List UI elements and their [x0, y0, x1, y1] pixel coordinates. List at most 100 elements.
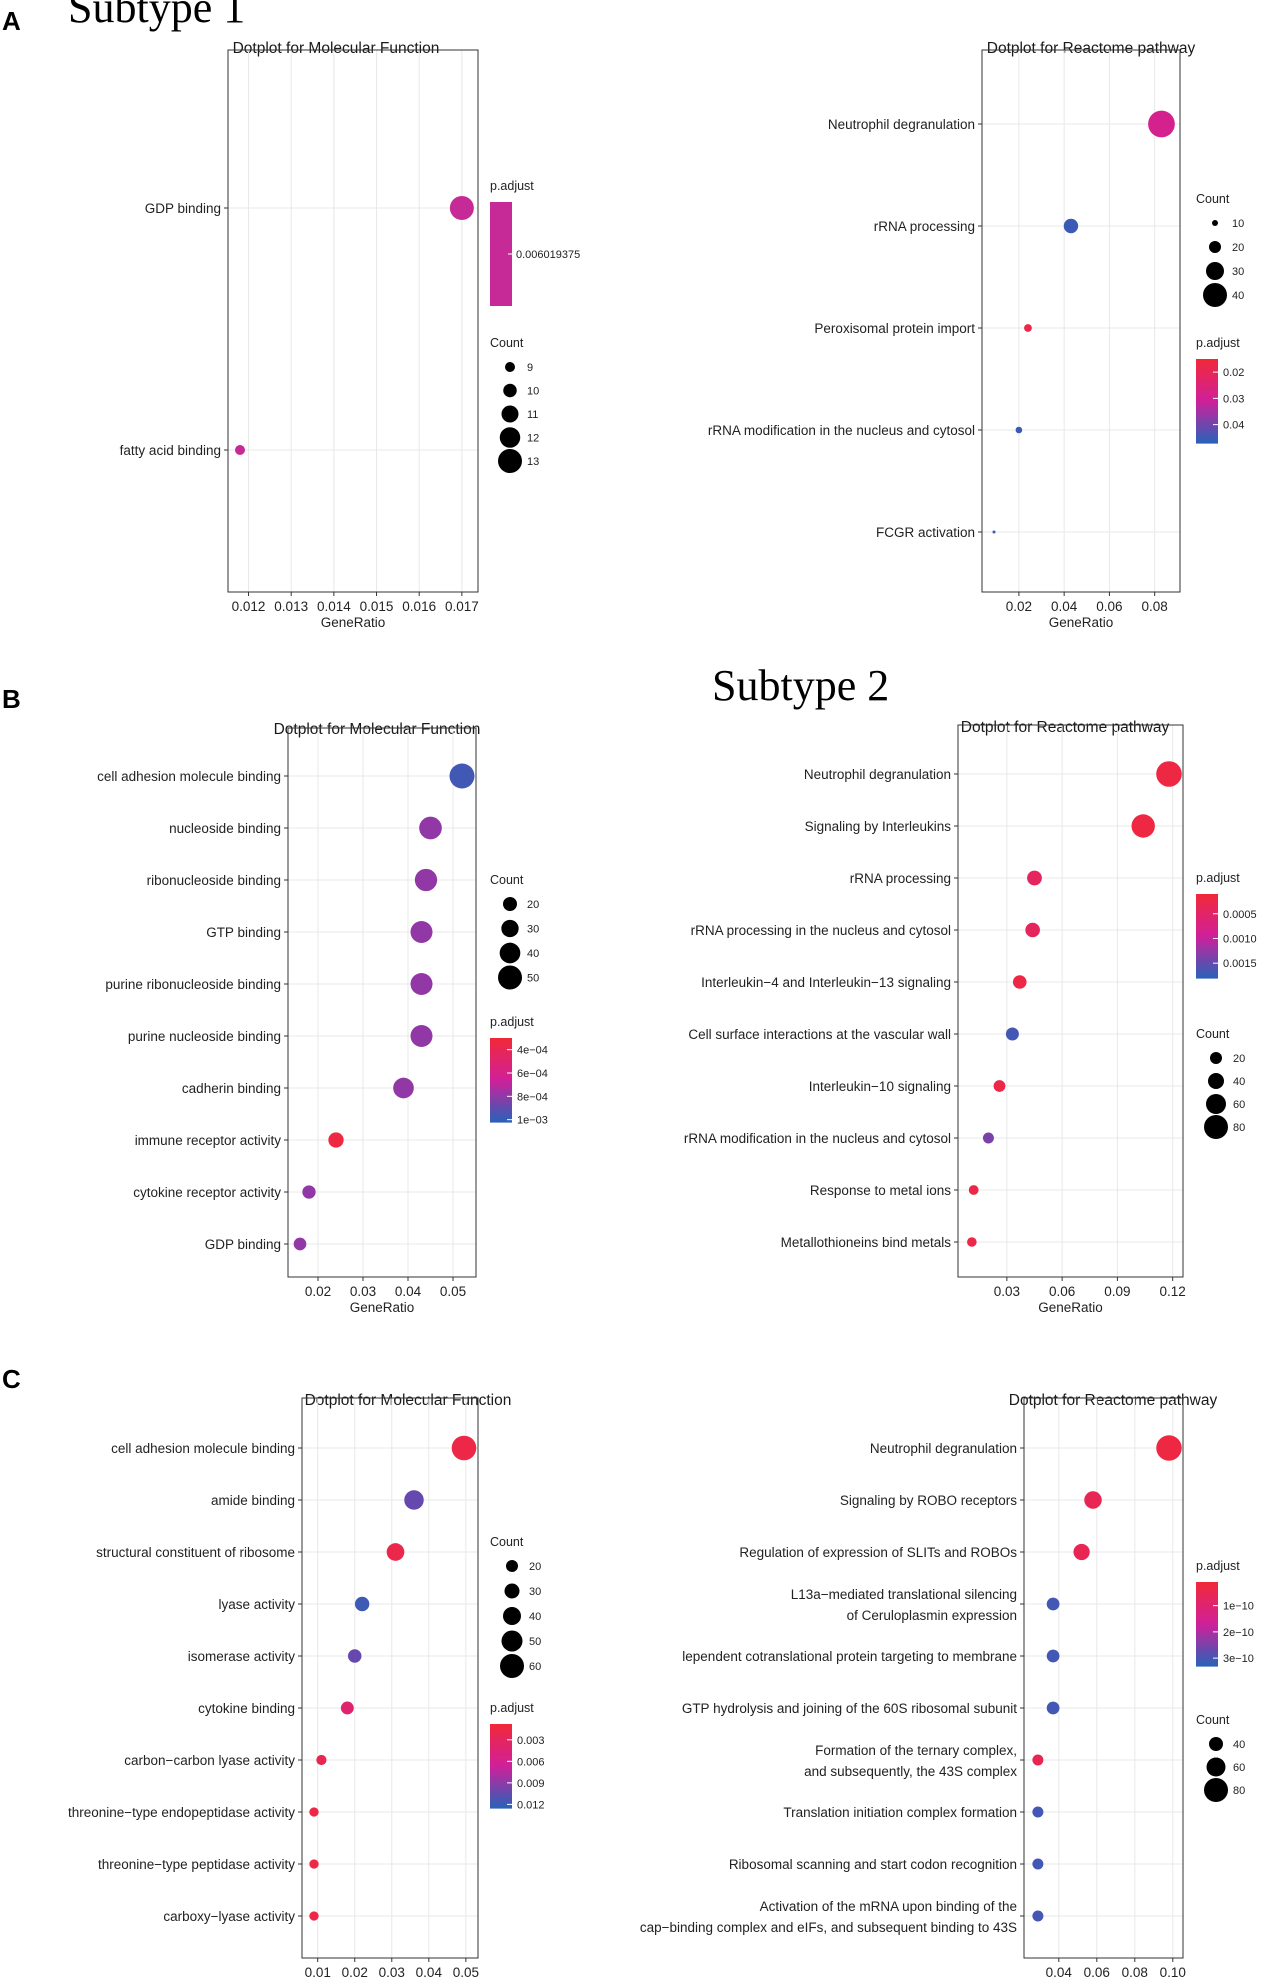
size-legend-dot: [1204, 1115, 1228, 1139]
data-point[interactable]: [309, 1911, 319, 1921]
data-point[interactable]: [293, 1237, 307, 1251]
data-point[interactable]: [302, 1185, 316, 1199]
y-category-label-line: Formation of the ternary complex,: [815, 1743, 1017, 1758]
size-legend-label: 11: [527, 409, 538, 421]
data-point[interactable]: [393, 1077, 414, 1099]
data-point[interactable]: [410, 973, 433, 995]
color-legend-segment: [1196, 957, 1218, 962]
y-category-label: Neutrophil degranulation: [870, 1441, 1017, 1456]
size-legend-dot: [498, 965, 522, 990]
color-legend-segment: [490, 1045, 512, 1050]
data-point[interactable]: [1032, 1858, 1044, 1870]
color-legend-segment: [490, 1797, 512, 1802]
data-point[interactable]: [1032, 1910, 1044, 1922]
x-tick-label: 0.03: [994, 1284, 1020, 1299]
y-category-label: Neutrophil degranulation: [828, 117, 975, 132]
data-point[interactable]: [404, 1490, 424, 1510]
data-point[interactable]: [328, 1132, 344, 1148]
color-legend-segment: [490, 1731, 512, 1736]
data-point[interactable]: [354, 1596, 370, 1612]
data-point[interactable]: [1032, 1806, 1044, 1818]
size-legend-dot: [499, 942, 521, 964]
color-legend-segment: [1196, 922, 1218, 927]
color-legend-segment: [1196, 897, 1218, 902]
x-axis-title: GeneRatio: [1038, 1300, 1103, 1315]
data-point[interactable]: [982, 1132, 994, 1144]
y-category-label: rRNA processing in the nucleus and cytos…: [691, 923, 951, 938]
size-legend-label: 80: [1233, 1122, 1245, 1134]
data-point[interactable]: [1063, 218, 1079, 234]
data-point[interactable]: [1046, 1597, 1060, 1611]
y-category-label: isomerase activity: [188, 1649, 296, 1664]
data-point[interactable]: [1046, 1701, 1060, 1715]
plot-frame: [981, 49, 1181, 593]
color-legend-segment: [1196, 915, 1218, 920]
data-point[interactable]: [1025, 922, 1040, 938]
color-legend-segment: [1196, 936, 1218, 941]
panel-title: Subtype 2: [712, 661, 889, 710]
data-point[interactable]: [1024, 324, 1032, 332]
data-point[interactable]: [1131, 814, 1155, 838]
data-point[interactable]: [1027, 870, 1042, 886]
data-point[interactable]: [1156, 1435, 1182, 1461]
data-point[interactable]: [386, 1543, 405, 1561]
data-point[interactable]: [1012, 975, 1027, 989]
color-legend-segment: [490, 1062, 512, 1067]
x-tick-label: 0.02: [305, 1284, 331, 1299]
color-legend-segment: [490, 1762, 512, 1767]
x-tick-label: 0.06: [1049, 1284, 1075, 1299]
data-point[interactable]: [1005, 1027, 1019, 1041]
color-legend-segment: [1196, 950, 1218, 955]
x-tick-label: 0.04: [395, 1284, 422, 1299]
x-tick-label: 0.05: [440, 1284, 466, 1299]
x-tick-label: 0.08: [1122, 1965, 1148, 1980]
color-legend-segment: [1196, 1617, 1218, 1622]
data-point[interactable]: [347, 1649, 362, 1663]
data-point[interactable]: [993, 1080, 1006, 1092]
data-point[interactable]: [1148, 110, 1175, 138]
x-tick-label: 0.02: [1006, 599, 1032, 614]
data-point[interactable]: [968, 1185, 979, 1195]
data-point[interactable]: [1084, 1491, 1102, 1509]
color-legend-segment: [490, 1727, 512, 1732]
color-legend-segment: [490, 1801, 512, 1806]
data-point[interactable]: [1015, 426, 1023, 434]
chart-title: Dotplot for Reactome pathway: [1009, 1392, 1218, 1409]
plot-frame: [227, 49, 479, 593]
color-legend-segment: [1196, 390, 1218, 395]
y-category-label: Translation initiation complex formation: [783, 1805, 1017, 1820]
color-legend-segment: [1196, 946, 1218, 951]
y-category-label: GTP hydrolysis and joining of the 60S ri…: [682, 1701, 1017, 1716]
data-point[interactable]: [235, 445, 245, 455]
data-point[interactable]: [410, 1025, 433, 1047]
size-legend-dot: [1212, 220, 1218, 226]
data-point[interactable]: [967, 1237, 977, 1247]
color-legend-label: 0.04: [1223, 420, 1244, 432]
y-category-label: purine ribonucleoside binding: [105, 977, 281, 992]
data-point[interactable]: [1156, 761, 1182, 787]
data-point[interactable]: [1046, 1649, 1060, 1663]
y-category-label-line: cap−binding complex and eIFs, and subseq…: [640, 1920, 1017, 1935]
size-legend-label: 20: [529, 1561, 541, 1573]
data-point[interactable]: [414, 868, 438, 892]
chart-C-rp: Dotplot for Reactome pathway 0.04 0.06 0.08…: [640, 1392, 1254, 1980]
data-point[interactable]: [316, 1754, 327, 1766]
data-point[interactable]: [451, 1435, 477, 1461]
data-point[interactable]: [1073, 1543, 1090, 1561]
data-point[interactable]: [449, 763, 475, 789]
data-point[interactable]: [340, 1701, 354, 1715]
data-point[interactable]: [1032, 1754, 1044, 1766]
y-category-label: rRNA modification in the nucleus and cyt…: [684, 1131, 951, 1146]
color-legend-segment: [490, 1055, 512, 1060]
color-legend-segment: [1196, 429, 1218, 434]
color-legend-label: 0.02: [1223, 367, 1244, 379]
color-legend-label: 0.012: [517, 1799, 545, 1811]
data-point[interactable]: [419, 816, 442, 840]
data-point[interactable]: [449, 196, 474, 220]
data-point[interactable]: [309, 1859, 319, 1869]
color-legend-segment: [490, 1038, 512, 1043]
data-point[interactable]: [410, 921, 433, 943]
y-category-label: threonine−type endopeptidase activity: [68, 1805, 295, 1820]
data-point[interactable]: [309, 1807, 319, 1817]
data-point[interactable]: [992, 530, 996, 534]
